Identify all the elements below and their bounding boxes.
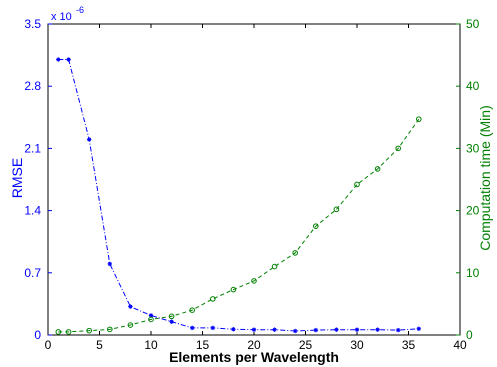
right-y-tick-label: 0	[466, 328, 473, 342]
computation-time-point	[168, 313, 175, 320]
left-y-tick-label: 1.4	[24, 204, 41, 218]
rmse-point	[107, 261, 112, 267]
right-y-tick-label: 40	[466, 79, 480, 93]
left-y-exponent-power: -6	[76, 5, 84, 15]
left-y-tick-label: 0	[34, 328, 41, 342]
rmse-point	[354, 327, 360, 332]
left-y-axis-ticks: 0 0.7 1.4 2.1 2.8 3.5	[24, 17, 52, 342]
right-y-axis-ticks: 0 10 20 30 40 50	[456, 17, 480, 342]
rmse-point	[128, 304, 133, 309]
x-tick-label: 5	[96, 338, 103, 352]
left-y-tick-label: 2.1	[24, 141, 41, 155]
left-y-exponent-base: x 10	[51, 11, 72, 23]
computation-time-point	[374, 166, 381, 172]
computation-time-point	[210, 296, 216, 302]
right-y-tick-label: 20	[466, 204, 480, 218]
computation-time-point	[189, 307, 195, 313]
left-y-tick-label: 3.5	[24, 17, 41, 31]
rmse-point	[190, 325, 195, 331]
computation-time-point	[292, 250, 299, 256]
x-tick-label: 40	[453, 338, 467, 352]
x-tick-label: 30	[350, 338, 364, 352]
plot-area	[47, 23, 461, 336]
computation-time-point	[333, 206, 340, 213]
computation-time-point	[65, 329, 72, 335]
left-y-tick-label: 2.8	[24, 79, 41, 93]
computation-time-point	[127, 322, 134, 328]
rmse-point	[56, 57, 61, 62]
x-tick-label: 0	[45, 338, 52, 352]
right-y-tick-label: 30	[466, 141, 480, 155]
rmse-point	[396, 327, 401, 333]
rmse-point	[251, 327, 257, 332]
right-y-tick-label: 50	[466, 17, 480, 31]
series-line-computation-time	[58, 118, 420, 333]
rmse-point	[169, 319, 174, 324]
x-axis-ticks: 0 5 10 15 20 25 30 35 40	[45, 24, 467, 352]
rmse-point	[66, 57, 71, 62]
computation-time-point	[313, 223, 319, 229]
computation-time-point	[230, 286, 237, 293]
x-tick-label: 25	[299, 338, 313, 352]
rmse-point	[210, 325, 215, 331]
rmse-point	[313, 327, 318, 333]
rmse-point	[87, 137, 92, 142]
x-axis-label: Elements per Wavelength	[169, 349, 339, 365]
x-tick-label: 20	[247, 338, 261, 352]
right-y-tick-label: 10	[466, 266, 480, 280]
x-tick-label: 35	[402, 338, 416, 352]
rmse-point	[416, 326, 421, 331]
computation-time-point	[148, 316, 154, 323]
computation-time-point	[416, 116, 422, 122]
computation-time-point	[86, 327, 92, 334]
rmse-point	[375, 327, 380, 332]
rmse-point	[293, 328, 298, 334]
rmse-point	[272, 327, 277, 332]
computation-time-point	[354, 181, 360, 188]
computation-time-point	[271, 263, 278, 270]
rmse-point	[334, 327, 339, 332]
left-y-tick-label: 0.7	[24, 266, 41, 280]
computation-time-point	[251, 278, 257, 284]
series-layer	[55, 57, 422, 335]
x-tick-label: 15	[196, 338, 210, 352]
rmse-point	[231, 327, 236, 332]
x-tick-label: 10	[144, 338, 158, 352]
computation-time-point	[107, 326, 113, 333]
left-y-axis-label: RMSE	[9, 158, 25, 198]
right-y-axis-label: Computation time (Min)	[477, 105, 493, 251]
computation-time-point	[395, 145, 402, 152]
computation-time-point	[55, 329, 62, 335]
